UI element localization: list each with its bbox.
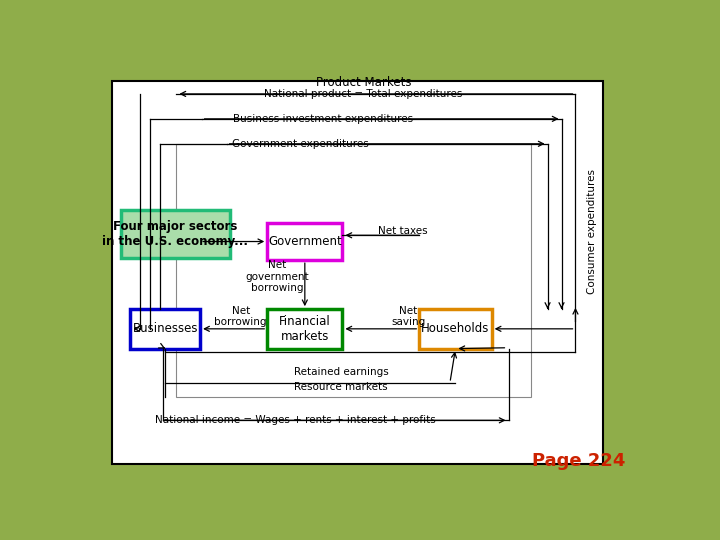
Text: Consumer expenditures: Consumer expenditures — [588, 168, 597, 294]
Text: Government expenditures —: Government expenditures — — [233, 139, 383, 149]
FancyBboxPatch shape — [121, 210, 230, 258]
Text: Net
government
borrowing: Net government borrowing — [245, 260, 309, 293]
FancyBboxPatch shape — [112, 82, 603, 464]
Text: Financial
markets: Financial markets — [279, 315, 330, 343]
Text: National product = Total expenditures: National product = Total expenditures — [264, 89, 463, 99]
FancyBboxPatch shape — [419, 309, 492, 349]
Text: Business investment expenditures —: Business investment expenditures — — [233, 114, 427, 124]
Text: Resource markets: Resource markets — [294, 382, 388, 392]
Text: Retained earnings: Retained earnings — [294, 367, 389, 377]
Text: Product Markets: Product Markets — [315, 76, 411, 89]
Text: Four major sectors
in the U.S. economy...: Four major sectors in the U.S. economy..… — [102, 220, 248, 248]
Text: Households: Households — [421, 322, 490, 335]
FancyBboxPatch shape — [267, 223, 343, 260]
Text: Net
saving: Net saving — [391, 306, 426, 327]
FancyBboxPatch shape — [267, 309, 343, 349]
Text: Businesses: Businesses — [132, 322, 198, 335]
Text: Government: Government — [268, 235, 342, 248]
Text: Page 224: Page 224 — [532, 452, 626, 470]
Text: National income = Wages + rents + interest + profits —: National income = Wages + rents + intere… — [155, 415, 449, 426]
Text: Net
borrowing: Net borrowing — [215, 306, 267, 327]
Text: Net taxes: Net taxes — [378, 226, 427, 236]
FancyBboxPatch shape — [130, 309, 200, 349]
